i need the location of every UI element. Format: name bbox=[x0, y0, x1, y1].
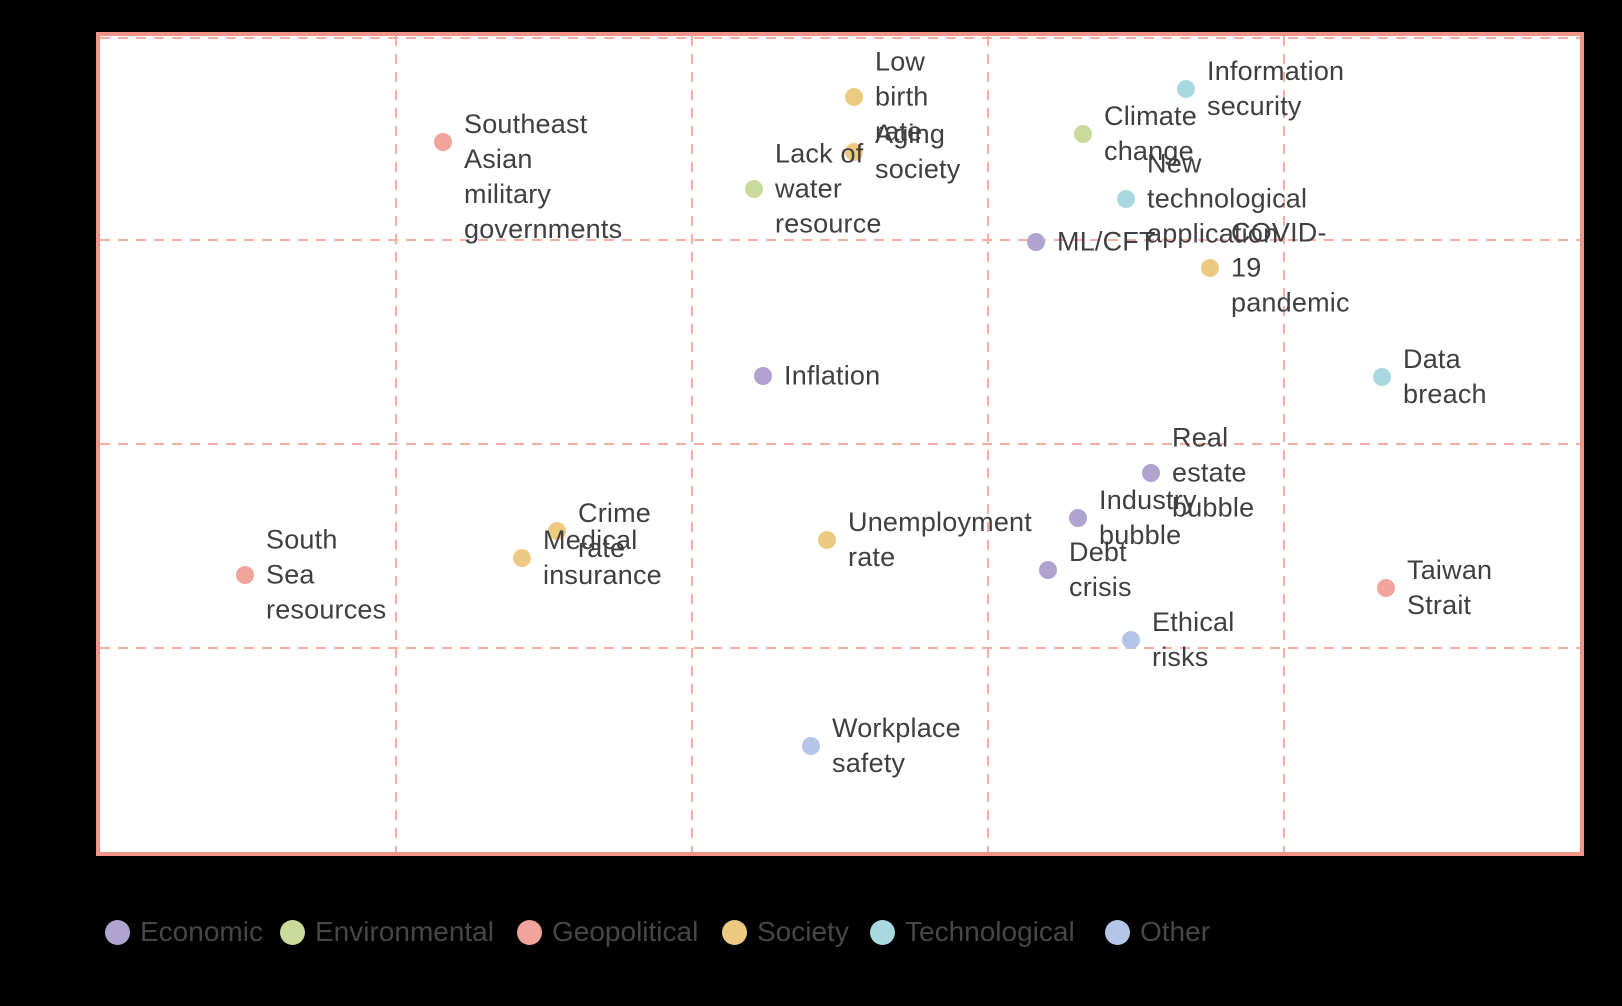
environmental-legend-dot bbox=[280, 919, 305, 945]
point-label: Low birth rate bbox=[875, 46, 929, 147]
legend-label: Environmental bbox=[315, 916, 494, 947]
point-label: Medical insurance bbox=[543, 525, 662, 590]
gridline-horizontal bbox=[100, 647, 1580, 649]
legend-item-society: Society bbox=[722, 916, 849, 947]
gridline-vertical bbox=[395, 36, 397, 852]
society-point-dot bbox=[1201, 259, 1219, 277]
point-label: Aging society bbox=[875, 119, 961, 184]
economic-point-dot bbox=[1142, 464, 1160, 482]
technological-point-dot bbox=[1177, 80, 1195, 98]
geopolitical-point-dot bbox=[434, 133, 452, 151]
legend-label: Society bbox=[757, 916, 849, 947]
society-point-dot bbox=[548, 522, 566, 540]
point-label: Unemployment rate bbox=[848, 507, 1032, 572]
gridline-horizontal bbox=[100, 239, 1580, 241]
point-label: Ethical risks bbox=[1152, 607, 1235, 672]
point-label: Taiwan Strait bbox=[1407, 555, 1493, 620]
gridline-horizontal bbox=[100, 443, 1580, 445]
point-label: Crime rate bbox=[578, 498, 651, 563]
economic-point-dot bbox=[1069, 509, 1087, 527]
legend-label: Technological bbox=[905, 916, 1075, 947]
plot-inner: Southeast Asian military governments Low … bbox=[100, 36, 1580, 852]
gridline-horizontal-top bbox=[100, 37, 1580, 39]
economic-point-dot bbox=[1027, 233, 1045, 251]
legend-item-technological: Technological bbox=[870, 916, 1075, 947]
society-point-dot bbox=[818, 531, 836, 549]
economic-point-dot bbox=[1039, 561, 1057, 579]
gridline-vertical bbox=[691, 36, 693, 852]
legend-item-economic: Economic bbox=[105, 916, 263, 947]
point-label: Data breach bbox=[1403, 344, 1487, 409]
other-point-dot bbox=[1122, 631, 1140, 649]
point-label: Climate change bbox=[1104, 101, 1197, 166]
point-label: Industry bubble bbox=[1099, 485, 1197, 550]
society-point-dot bbox=[845, 143, 863, 161]
geopolitical-point-dot bbox=[1377, 579, 1395, 597]
environmental-point-dot bbox=[1074, 125, 1092, 143]
other-legend-dot bbox=[1105, 919, 1130, 945]
environmental-point-dot bbox=[745, 180, 763, 198]
technological-point-dot bbox=[1117, 190, 1135, 208]
plot-area: Southeast Asian military governments Low … bbox=[96, 32, 1584, 856]
legend-label: Geopolitical bbox=[552, 916, 699, 947]
point-label: Debt crisis bbox=[1069, 537, 1132, 602]
legend-item-geopolitical: Geopolitical bbox=[517, 916, 699, 947]
technological-legend-dot bbox=[870, 919, 895, 945]
gridline-vertical bbox=[1283, 36, 1285, 852]
point-label: Workplace safety bbox=[832, 713, 961, 778]
point-label: Real estate bubble bbox=[1172, 422, 1255, 523]
point-label: ML/CFT bbox=[1057, 226, 1156, 257]
legend-label: Economic bbox=[140, 916, 263, 947]
point-label: South Sea resources bbox=[266, 524, 387, 625]
point-label: Lack of water resource bbox=[775, 138, 882, 239]
point-label: Information security bbox=[1207, 56, 1345, 121]
society-legend-dot bbox=[722, 919, 747, 945]
point-label: COVID-19 pandemic bbox=[1231, 217, 1350, 318]
geopolitical-point-dot bbox=[236, 566, 254, 584]
point-label: Inflation bbox=[784, 360, 881, 391]
point-label: New technological application bbox=[1147, 148, 1308, 249]
technological-point-dot bbox=[1373, 368, 1391, 386]
legend-item-other: Other bbox=[1105, 916, 1211, 947]
gridline-vertical bbox=[987, 36, 989, 852]
society-point-dot bbox=[513, 549, 531, 567]
economic-legend-dot bbox=[105, 919, 130, 945]
legend: Economic Environmental Geopolitical Society… bbox=[0, 916, 1622, 959]
geopolitical-legend-dot bbox=[517, 919, 542, 945]
economic-point-dot bbox=[754, 367, 772, 385]
other-point-dot bbox=[802, 737, 820, 755]
legend-label: Other bbox=[1140, 916, 1211, 947]
society-point-dot bbox=[845, 88, 863, 106]
point-label: Southeast Asian military governments bbox=[464, 109, 623, 244]
legend-item-environmental: Environmental bbox=[280, 916, 494, 947]
